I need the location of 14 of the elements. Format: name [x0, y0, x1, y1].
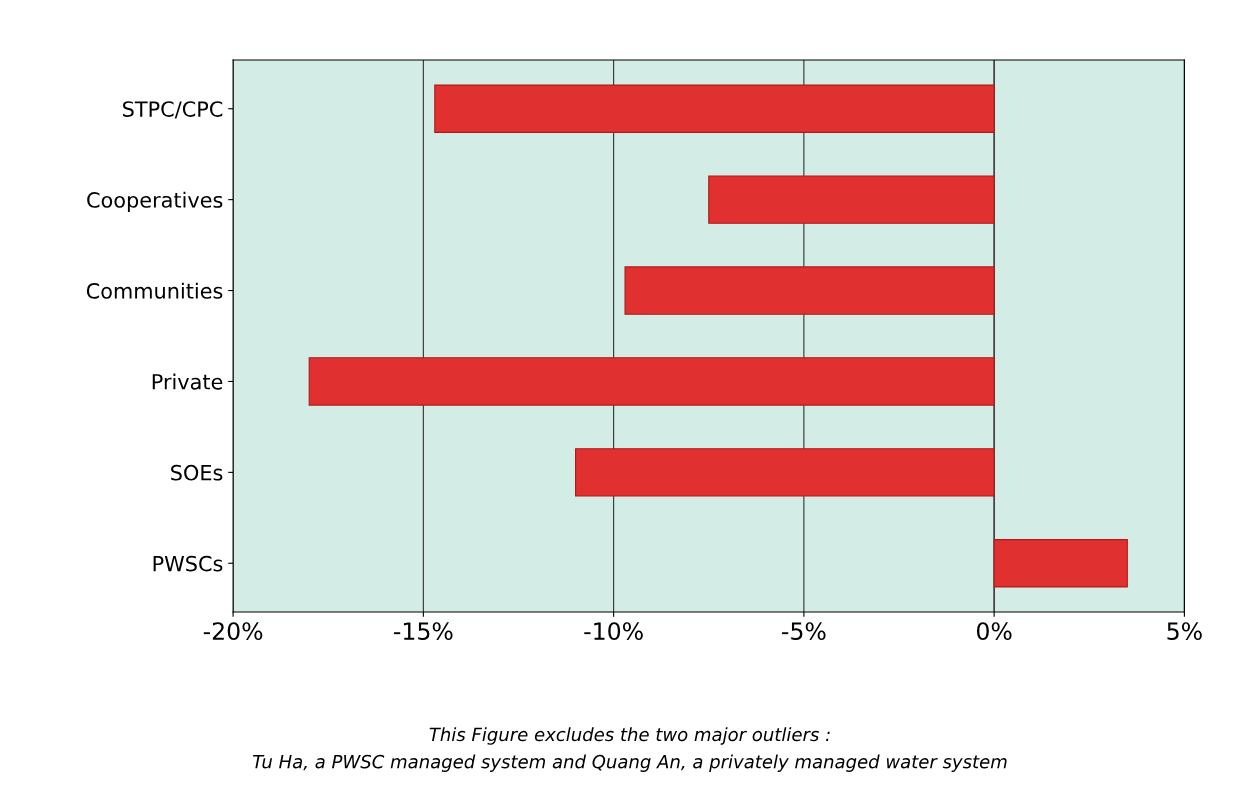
x-tick-label: 0% [976, 622, 1012, 640]
x-tick-label: -15% [394, 622, 453, 640]
text: This Figure excludes the two major outliers : [429, 727, 830, 745]
x-tick-label: -20% [203, 622, 263, 640]
text: Tu Ha, a PWSC managed system and Quang An, a privately managed water system [252, 754, 1007, 772]
x-tick-label: -10% [584, 622, 643, 640]
y-tick-label: Communities [86, 282, 223, 299]
y-tick-label: Cooperatives [87, 191, 223, 212]
x-tick-label: 5% [1167, 622, 1202, 640]
y-tick-label: SOEs [171, 464, 223, 481]
y-tick-label: STPC/CPC [123, 101, 223, 119]
x-tick-label: -5% [782, 622, 826, 640]
y-tick-label: PWSCs [153, 555, 223, 572]
y-tick-label: Private [152, 373, 223, 390]
